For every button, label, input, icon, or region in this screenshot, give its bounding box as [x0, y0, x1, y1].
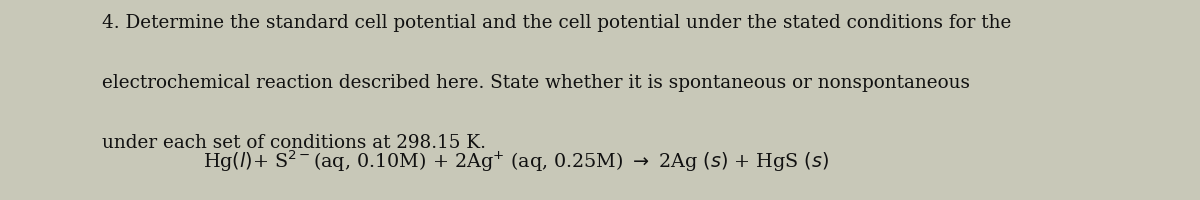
Text: 4. Determine the standard cell potential and the cell potential under the stated: 4. Determine the standard cell potential…: [102, 14, 1012, 32]
Text: under each set of conditions at 298.15 K.: under each set of conditions at 298.15 K…: [102, 134, 486, 152]
Text: Hg$(l)$+ S$^{2-}$(aq, 0.10M) + 2Ag$^{+}$ (aq, 0.25M) $\rightarrow$ 2Ag $(s)$ + H: Hg$(l)$+ S$^{2-}$(aq, 0.10M) + 2Ag$^{+}$…: [203, 148, 829, 174]
Text: electrochemical reaction described here. State whether it is spontaneous or nons: electrochemical reaction described here.…: [102, 74, 970, 92]
